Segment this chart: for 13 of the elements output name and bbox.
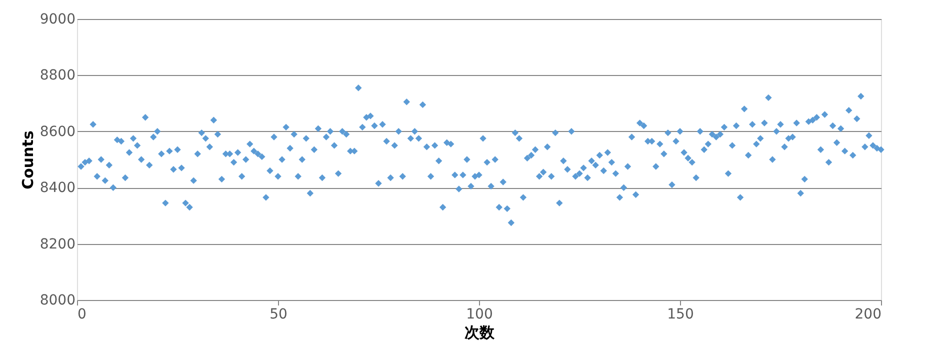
y-tick-label: 8200 (40, 236, 76, 252)
y-tick-label: 8400 (40, 180, 76, 196)
x-tick-label: 0 (78, 306, 86, 322)
x-tick-label: 150 (667, 306, 694, 322)
y-tick-label: 8600 (40, 124, 76, 140)
y-tick-label: 8000 (40, 292, 76, 308)
x-axis-title: 次数 (464, 324, 496, 342)
x-tick-label: 50 (270, 306, 288, 322)
x-tick-label: 100 (466, 306, 493, 322)
y-tick-label: 8800 (40, 68, 76, 84)
x-tick-label: 200 (854, 306, 882, 322)
y-tick-label: 9000 (40, 12, 76, 28)
y-axis-title: Counts (18, 130, 37, 190)
